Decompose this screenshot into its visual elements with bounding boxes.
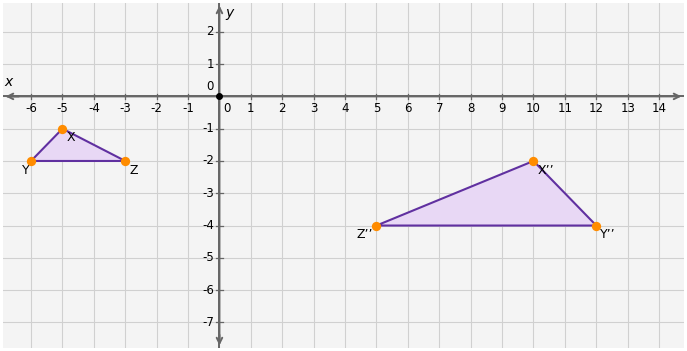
Text: 1: 1: [206, 58, 214, 71]
Text: -5: -5: [202, 251, 214, 264]
Text: Y’’: Y’’: [600, 228, 616, 241]
Point: [591, 223, 602, 229]
Point: [57, 126, 68, 132]
Text: y: y: [225, 6, 234, 20]
Point: [371, 223, 382, 229]
Text: -7: -7: [202, 316, 214, 329]
Text: X: X: [66, 131, 75, 144]
Text: 4: 4: [341, 102, 349, 115]
Text: 12: 12: [589, 102, 604, 115]
Text: 11: 11: [557, 102, 572, 115]
Text: -6: -6: [25, 102, 37, 115]
Text: -1: -1: [182, 102, 194, 115]
Text: 0: 0: [223, 102, 231, 115]
Polygon shape: [31, 129, 125, 161]
Text: -4: -4: [202, 219, 214, 232]
Point: [528, 158, 539, 164]
Text: 0: 0: [206, 80, 214, 93]
Text: 1: 1: [247, 102, 255, 115]
Text: -2: -2: [202, 154, 214, 167]
Text: Z’’: Z’’: [356, 228, 373, 241]
Text: 6: 6: [404, 102, 412, 115]
Text: -3: -3: [120, 102, 131, 115]
Polygon shape: [376, 161, 596, 226]
Text: 2: 2: [206, 25, 214, 38]
Text: 10: 10: [526, 102, 541, 115]
Text: -1: -1: [202, 122, 214, 135]
Text: -5: -5: [56, 102, 68, 115]
Text: 14: 14: [651, 102, 666, 115]
Text: -3: -3: [202, 187, 214, 200]
Text: 8: 8: [467, 102, 474, 115]
Text: 3: 3: [310, 102, 317, 115]
Text: -2: -2: [150, 102, 163, 115]
Text: 9: 9: [498, 102, 506, 115]
Point: [120, 158, 131, 164]
Text: 7: 7: [436, 102, 443, 115]
Text: x: x: [4, 75, 12, 89]
Text: Z: Z: [129, 164, 137, 177]
Text: 2: 2: [278, 102, 286, 115]
Text: 5: 5: [373, 102, 380, 115]
Text: Y: Y: [22, 164, 30, 177]
Text: -4: -4: [88, 102, 100, 115]
Text: 13: 13: [620, 102, 635, 115]
Text: X’’: X’’: [537, 164, 554, 177]
Point: [25, 158, 36, 164]
Text: -6: -6: [202, 284, 214, 297]
